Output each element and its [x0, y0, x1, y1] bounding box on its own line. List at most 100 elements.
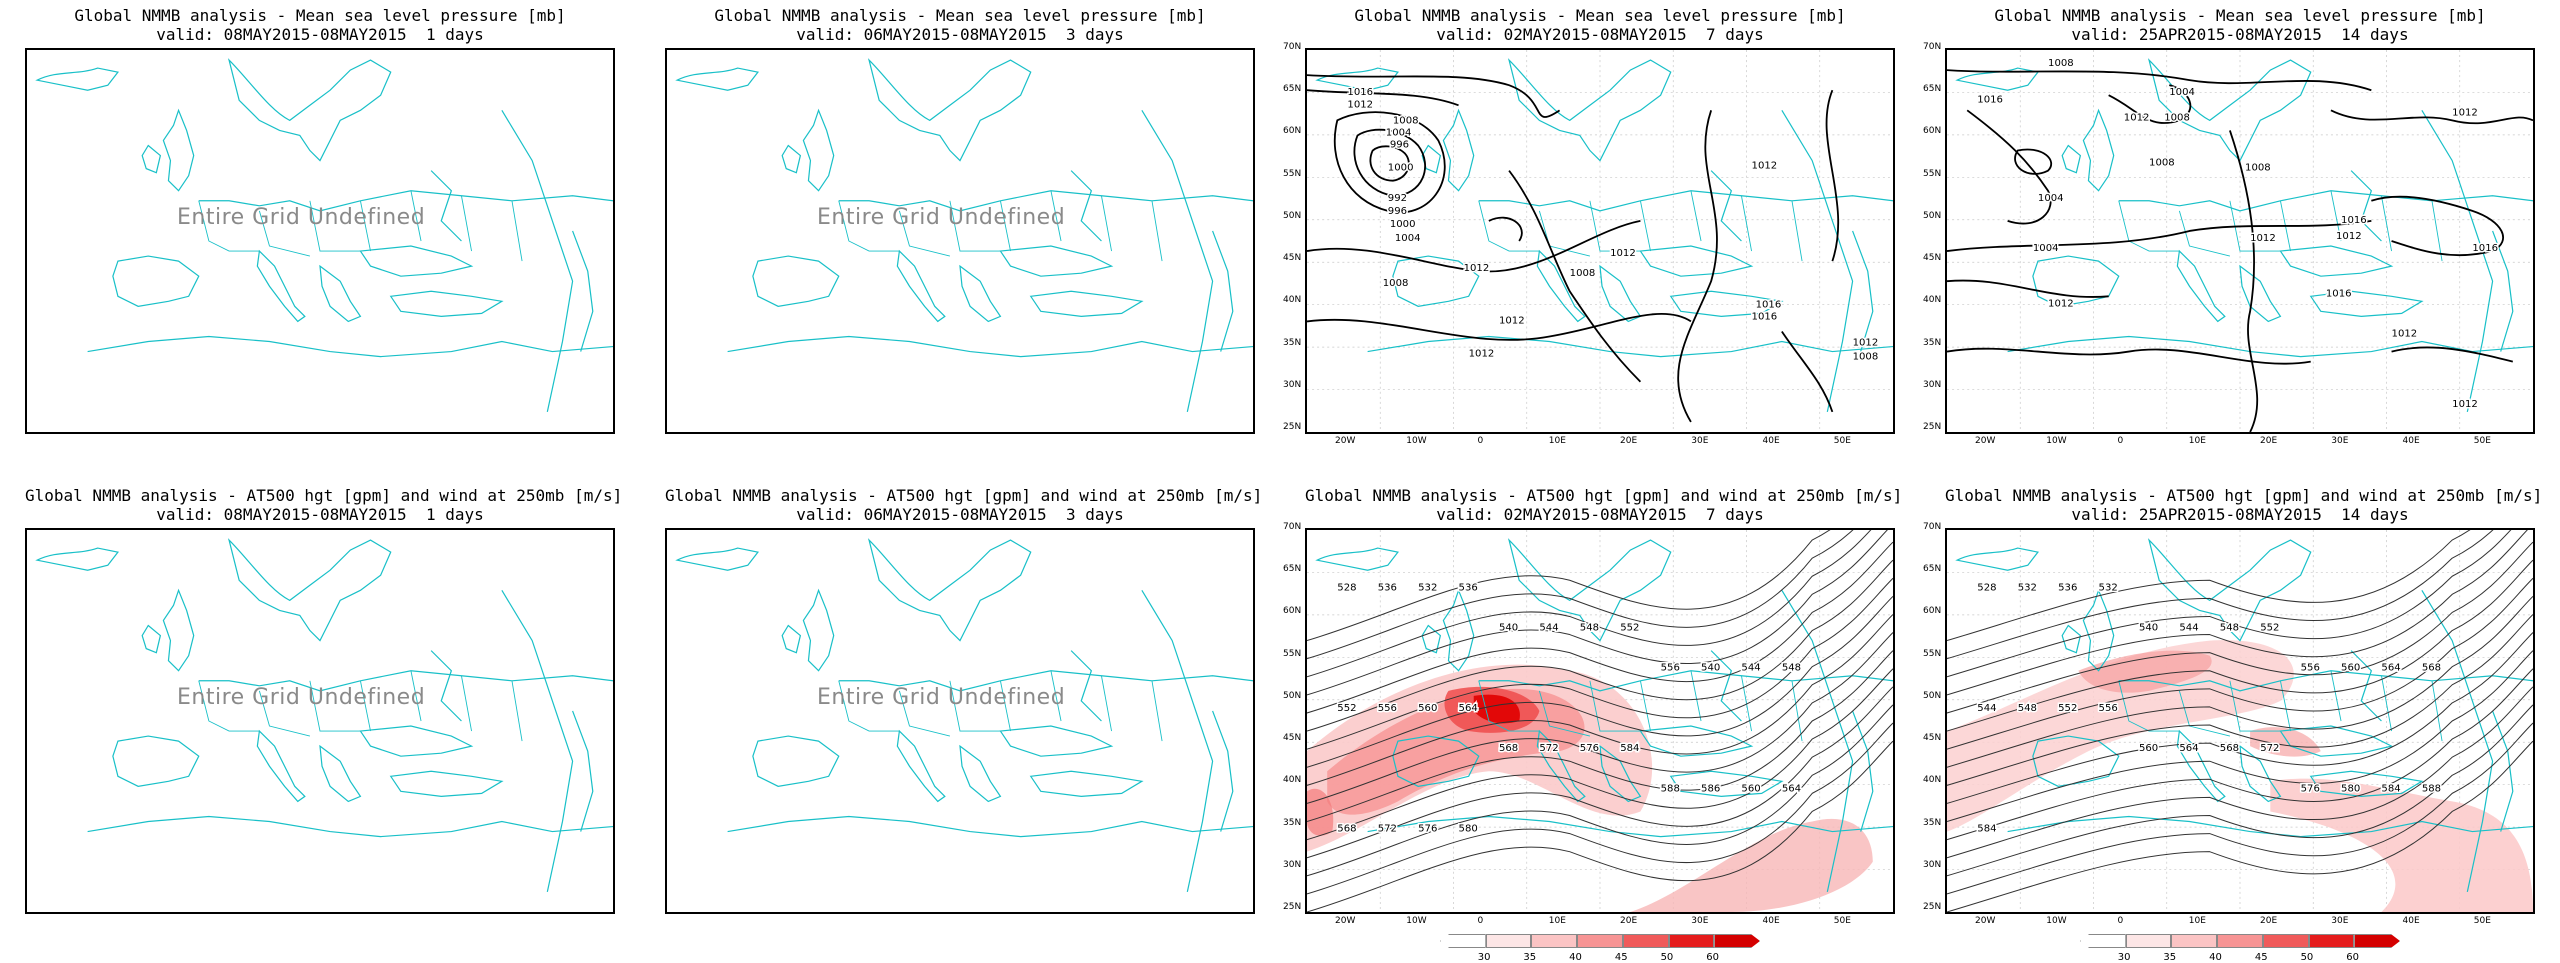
- isobar-contour: [2391, 346, 2514, 363]
- coastline: [227, 58, 392, 162]
- border-line: [1741, 675, 1752, 732]
- coastline: [359, 725, 474, 757]
- colorbar-label: 35: [1523, 952, 1537, 963]
- map-frame: 528 532 536 532 540 544 548 552 556 560 564 568 544 5…: [1945, 528, 2535, 914]
- colorbar-swatch: [1485, 934, 1532, 948]
- panel-valid-period: valid: 25APR2015-08MAY2015 14 days: [2071, 25, 2409, 44]
- coastline: [2007, 335, 2533, 358]
- isobar-contour: [2229, 130, 2259, 432]
- lat-tick-label: 55N: [1283, 168, 1302, 179]
- contour-label: 1016: [1752, 311, 1778, 322]
- border-line: [2431, 680, 2443, 742]
- coastline: [501, 110, 574, 413]
- lon-tick-label: 10W: [2046, 436, 2067, 446]
- coastline: [752, 735, 840, 787]
- lon-tick-label: 10W: [2046, 916, 2067, 926]
- colorbar-swatch: [1531, 934, 1578, 948]
- contour-label: 556: [1661, 663, 1680, 674]
- isobar-contour: [1353, 128, 1427, 197]
- undefined-grid-message: Entire Grid Undefined: [177, 685, 426, 710]
- lon-tick-label: 50E: [2473, 436, 2491, 446]
- map-frame: 1008 1016 1004 1012 1008 1008 1004 1004 1008 1012…: [1945, 48, 2535, 434]
- border-line: [198, 680, 260, 732]
- contour-label: 556: [2301, 663, 2320, 674]
- coastline: [1029, 290, 1144, 318]
- border-line: [2118, 680, 2180, 732]
- height-contour: [1947, 541, 2533, 714]
- contour-label: 1008: [2048, 58, 2074, 69]
- border-line: [410, 190, 422, 242]
- panel-title: Global NMMB analysis - Mean sea level pr…: [1994, 6, 2486, 25]
- contour-label: 1008: [1383, 278, 1409, 289]
- contour-label: 1012: [2392, 329, 2418, 340]
- colorbar-swatch: [2262, 934, 2309, 948]
- contour-label: 580: [2341, 783, 2360, 794]
- height-contour: [1947, 559, 2533, 732]
- lat-tick-label: 65N: [1283, 84, 1302, 95]
- panel-title: Global NMMB analysis - AT500 hgt [gpm] a…: [25, 486, 623, 505]
- coastline: [1442, 108, 1475, 192]
- colorbar-swatch: [1714, 934, 1761, 948]
- panel-title: Global NMMB analysis - AT500 hgt [gpm] a…: [1945, 486, 2543, 505]
- height-contour: [1307, 704, 1893, 877]
- coastline: [319, 744, 362, 803]
- coastline: [1315, 547, 1400, 571]
- border-line: [461, 195, 472, 252]
- lon-tick-label: 10E: [1548, 436, 1566, 446]
- lat-tick-label: 25N: [1283, 422, 1302, 432]
- colorbar-label: 35: [2163, 952, 2177, 963]
- panel-title: Global NMMB analysis - AT500 hgt [gpm] a…: [665, 486, 1263, 505]
- panel-valid-period: valid: 02MAY2015-08MAY2015 7 days: [1436, 25, 1764, 44]
- coastline: [572, 230, 594, 352]
- contour-label: 532: [2018, 582, 2037, 593]
- lon-tick-label: 20E: [2260, 916, 2278, 926]
- contour-label: 1012: [2452, 107, 2478, 118]
- coastline: [256, 729, 306, 803]
- lon-tick-label: 10E: [2188, 436, 2206, 446]
- lat-tick-label: 30N: [1283, 859, 1302, 870]
- colorbar-label: 40: [1569, 952, 1582, 963]
- colorbar-label: 50: [2300, 952, 2314, 963]
- lon-tick-label: 0: [1477, 916, 1484, 926]
- coastline: [2492, 710, 2514, 832]
- contour-label: 1012: [1853, 338, 1879, 349]
- wind-speed-shading: [1307, 788, 1334, 836]
- contour-label: 1012: [1347, 99, 1373, 110]
- coastline: [1392, 735, 1480, 787]
- contour-label: 548: [2220, 623, 2239, 634]
- coastline: [1367, 335, 1893, 358]
- contour-label: 568: [2422, 663, 2441, 674]
- wind-speed-shading: [2078, 650, 2212, 693]
- lat-tick-label: 45N: [1923, 733, 1942, 744]
- lat-tick-label: 25N: [1283, 902, 1302, 912]
- coastline: [1507, 538, 1672, 642]
- isobar-contour: [1825, 89, 1840, 262]
- undefined-grid-message: Entire Grid Undefined: [817, 205, 1066, 230]
- lat-tick-label: 50N: [1283, 690, 1302, 701]
- coastline: [896, 249, 946, 323]
- colorbar-swatch: [2217, 934, 2263, 948]
- height-contour: [1947, 632, 2533, 804]
- lat-tick-label: 70N: [1283, 522, 1302, 532]
- contour-label: 1012: [1469, 349, 1495, 360]
- height-contour: [1307, 541, 1893, 714]
- coastline: [1599, 264, 1642, 323]
- lat-tick-label: 45N: [1283, 253, 1302, 264]
- contour-label: 1016: [2341, 215, 2367, 226]
- map-frame: Entire Grid Undefined: [665, 528, 1255, 914]
- height-contour: [1947, 577, 2533, 750]
- lon-tick-label: 30E: [1691, 916, 1709, 926]
- coastline: [1710, 650, 1742, 722]
- border-line: [1538, 210, 1591, 257]
- height-contour: [1947, 530, 2512, 678]
- border-line: [2330, 670, 2342, 722]
- isobar-contour: [1488, 216, 1523, 242]
- contour-label: 528: [1337, 582, 1356, 593]
- border-line: [461, 675, 472, 732]
- panel-valid-period: valid: 25APR2015-08MAY2015 14 days: [2071, 505, 2409, 524]
- lat-tick-label: 60N: [1923, 126, 1942, 137]
- isobar-contour: [1947, 279, 2109, 298]
- map-frame: Entire Grid Undefined: [25, 48, 615, 434]
- contour-label: 536: [1459, 582, 1478, 593]
- border-line: [2178, 210, 2231, 257]
